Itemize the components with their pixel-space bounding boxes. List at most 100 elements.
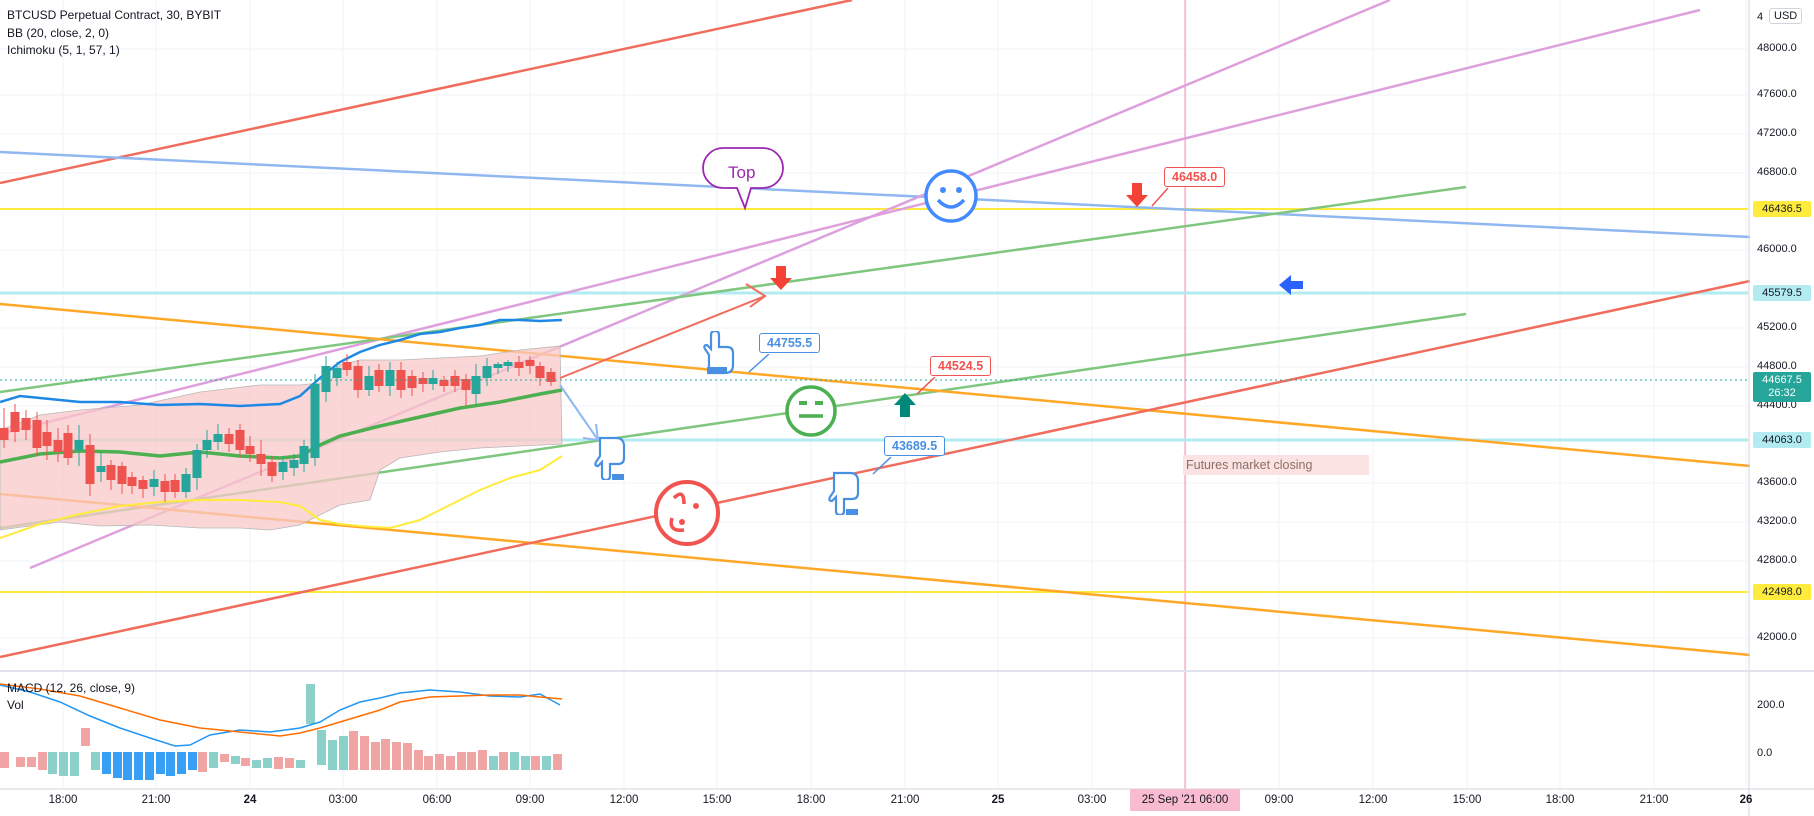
volume-bar: [510, 752, 519, 770]
time-tick-label: 12:00: [609, 794, 639, 806]
arrow-down-icon[interactable]: [770, 266, 792, 290]
macd-legend[interactable]: MACD (12, 26, close, 9): [7, 681, 136, 695]
price-label-44755[interactable]: 44755.5: [759, 333, 821, 353]
candle: [493, 362, 503, 374]
candle: [160, 474, 170, 502]
candle: [10, 404, 20, 442]
time-tick-label: 06:00: [422, 794, 452, 806]
sad-face-icon[interactable]: [652, 478, 722, 548]
volume-bar: [285, 758, 294, 768]
volume-bar: [521, 756, 530, 770]
candle: [0, 408, 9, 448]
volume-bar: [156, 752, 165, 774]
price-tick-label: 42800.0: [1757, 554, 1797, 566]
ichimoku-legend[interactable]: Ichimoku (5, 1, 57, 1): [7, 43, 120, 57]
trendline-violet-2[interactable]: [0, 8, 1701, 436]
top-callout[interactable]: [701, 146, 791, 216]
candle: [289, 454, 299, 476]
candle: [267, 456, 277, 482]
candle: [213, 424, 223, 450]
candle: [181, 468, 191, 498]
volume-bar: [188, 752, 197, 770]
volume-bar: [198, 752, 207, 772]
candle: [428, 370, 438, 390]
neutral-face-icon[interactable]: [783, 383, 839, 439]
volume-bar: [0, 752, 9, 768]
rally-arrow[interactable]: [559, 295, 766, 379]
candle: [546, 368, 556, 386]
volume-bar: [328, 740, 337, 770]
volume-bar: [349, 731, 358, 770]
volume-bar: [123, 752, 132, 780]
arrow-up-icon[interactable]: [894, 393, 916, 417]
candle: [149, 470, 159, 496]
price-label-44524[interactable]: 44524.5: [930, 356, 992, 376]
vol-legend[interactable]: Vol: [7, 698, 24, 712]
pointing-hand-icon[interactable]: [826, 471, 860, 515]
candle: [385, 362, 395, 396]
time-tick-label: 09:00: [1264, 794, 1294, 806]
price-label-44755-pointer: [748, 354, 770, 373]
symbol-legend[interactable]: BTCUSD Perpetual Contract, 30, BYBIT: [7, 8, 222, 22]
volume-bar: [381, 739, 390, 770]
trendline-red-bottom[interactable]: [0, 279, 1751, 659]
price-tick-top-partial: 4: [1757, 11, 1764, 23]
candle: [471, 364, 481, 404]
time-tick-label: 15:00: [702, 794, 732, 806]
time-tick-label: 18:00: [48, 794, 78, 806]
arrow-down-icon[interactable]: [1126, 183, 1148, 207]
time-tick-label: 21:00: [890, 794, 920, 806]
candle: [245, 436, 255, 462]
volume-bar: [27, 757, 36, 767]
time-tick-label: 18:00: [796, 794, 826, 806]
price-tick-label: 45200.0: [1757, 321, 1797, 333]
level-tag-46436: 46436.5: [1753, 201, 1811, 217]
bb-legend[interactable]: BB (20, close, 2, 0): [7, 26, 110, 40]
volume-bar: [371, 742, 380, 770]
volume-bar: [38, 752, 47, 770]
volume-bar: [306, 684, 315, 724]
volume-bar: [70, 752, 79, 776]
arrow-left-icon[interactable]: [1279, 275, 1303, 295]
volume-bar: [414, 750, 423, 770]
price-tick-label: 43200.0: [1757, 515, 1797, 527]
volume-bar: [81, 728, 90, 746]
volume-bar: [209, 752, 218, 768]
volume-bar: [91, 752, 100, 770]
candle: [503, 360, 513, 372]
volume-bar: [392, 742, 401, 770]
bar-countdown: 26:32: [1768, 387, 1796, 399]
price-label-46458-pointer: [1151, 188, 1169, 207]
pointing-hand-icon[interactable]: [701, 331, 735, 375]
volume-bar: [424, 756, 433, 770]
candle: [127, 472, 137, 494]
pointing-hand-icon[interactable]: [592, 436, 626, 480]
futures-market-note[interactable]: Futures market closing: [1183, 455, 1369, 475]
currency-label[interactable]: USD: [1769, 8, 1803, 24]
trendline-blue[interactable]: [0, 150, 1751, 239]
volume-bar: [48, 752, 57, 774]
trendline-orange-upper[interactable]: [0, 302, 1751, 468]
candle: [439, 376, 449, 392]
price-tick-label: 46000.0: [1757, 243, 1797, 255]
level-tag-42498: 42498.0: [1753, 584, 1811, 600]
volume-bars: [0, 684, 562, 780]
price-label-43689[interactable]: 43689.5: [884, 436, 946, 456]
candle: [525, 356, 535, 374]
volume-bar: [489, 756, 498, 770]
volume-bar: [403, 743, 412, 770]
price-label-43689-pointer: [872, 457, 892, 475]
volume-bar: [531, 756, 540, 770]
top-callout-text: Top: [728, 163, 756, 182]
trendline-green-upper[interactable]: [0, 185, 1467, 394]
price-label-46458[interactable]: 46458.0: [1164, 167, 1226, 187]
volume-bar: [499, 752, 508, 770]
candle: [63, 425, 73, 465]
smiling-face-icon[interactable]: [923, 168, 979, 224]
candle: [342, 354, 352, 376]
trendline-red-top[interactable]: [0, 0, 853, 185]
projection-arrow[interactable]: [559, 384, 599, 441]
volume-bar: [177, 752, 186, 774]
